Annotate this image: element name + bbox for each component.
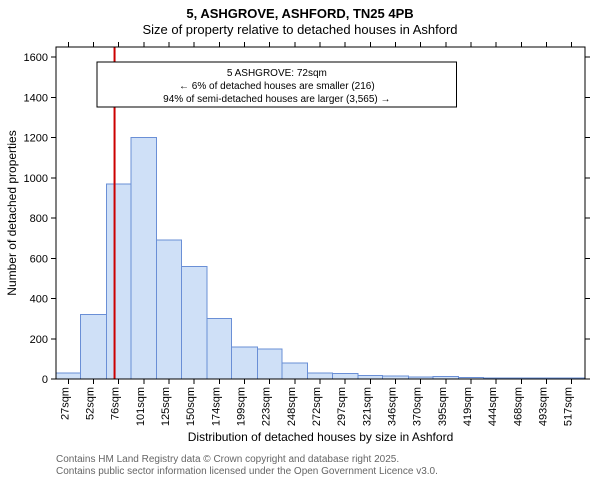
histogram-bar (56, 372, 81, 378)
y-tick-label: 1000 (24, 172, 48, 184)
x-tick-label: 493sqm (537, 387, 549, 426)
annotation-line: ← 6% of detached houses are smaller (216… (179, 80, 375, 91)
x-tick-label: 468sqm (512, 387, 524, 426)
x-tick-label: 444sqm (487, 387, 499, 426)
attribution-footer: Contains HM Land Registry data © Crown c… (0, 454, 600, 479)
footer-line-2: Contains public sector information licen… (56, 466, 600, 479)
x-tick-label: 419sqm (462, 387, 474, 426)
x-tick-label: 272sqm (311, 387, 323, 426)
histogram-bar (358, 375, 383, 379)
y-tick-label: 200 (30, 333, 48, 345)
x-tick-label: 248sqm (286, 387, 298, 426)
x-tick-label: 52sqm (84, 387, 96, 420)
histogram-bar (131, 137, 157, 378)
x-tick-label: 76sqm (110, 387, 122, 420)
x-tick-label: 27sqm (59, 387, 71, 420)
histogram-bar (332, 373, 358, 379)
y-tick-label: 1400 (24, 92, 48, 104)
x-tick-label: 223sqm (261, 387, 273, 426)
title-line-2: Size of property relative to detached ho… (0, 22, 600, 38)
y-tick-label: 1600 (24, 52, 48, 64)
histogram-bar (308, 372, 333, 378)
x-tick-label: 174sqm (210, 387, 222, 426)
x-tick-label: 370sqm (412, 387, 424, 426)
histogram-bar (232, 346, 258, 378)
histogram-bar (257, 348, 282, 378)
y-axis-label: Number of detached properties (5, 130, 19, 295)
histogram-bar (106, 183, 131, 378)
y-tick-label: 0 (42, 374, 48, 386)
x-tick-label: 199sqm (235, 387, 247, 426)
x-tick-label: 346sqm (386, 387, 398, 426)
x-tick-label: 125sqm (160, 387, 172, 426)
histogram-bar (207, 318, 232, 378)
title-line-1: 5, ASHGROVE, ASHFORD, TN25 4PB (0, 6, 600, 22)
footer-line-1: Contains HM Land Registry data © Crown c… (56, 454, 600, 467)
x-tick-label: 395sqm (437, 387, 449, 426)
y-tick-label: 600 (30, 253, 48, 265)
chart-titles: 5, ASHGROVE, ASHFORD, TN25 4PB Size of p… (0, 0, 600, 39)
y-tick-label: 1200 (24, 132, 48, 144)
annotation-line: 94% of semi-detached houses are larger (… (163, 93, 390, 104)
y-tick-label: 400 (30, 293, 48, 305)
x-tick-label: 321sqm (361, 387, 373, 426)
histogram-bar (81, 314, 107, 378)
histogram-bar (181, 266, 207, 379)
x-tick-label: 517sqm (563, 387, 575, 426)
x-tick-label: 101sqm (135, 387, 147, 426)
histogram-bar (157, 240, 182, 379)
histogram-bar (282, 362, 308, 378)
y-tick-label: 800 (30, 213, 48, 225)
x-tick-label: 150sqm (185, 387, 197, 426)
x-tick-label: 297sqm (336, 387, 348, 426)
x-axis-label: Distribution of detached houses by size … (188, 430, 454, 444)
annotation-line: 5 ASHGROVE: 72sqm (227, 67, 327, 78)
histogram-chart: 0 200 400 600 800 1000 1200 1400 1600 27sqm 52sqm 7… (0, 39, 600, 454)
